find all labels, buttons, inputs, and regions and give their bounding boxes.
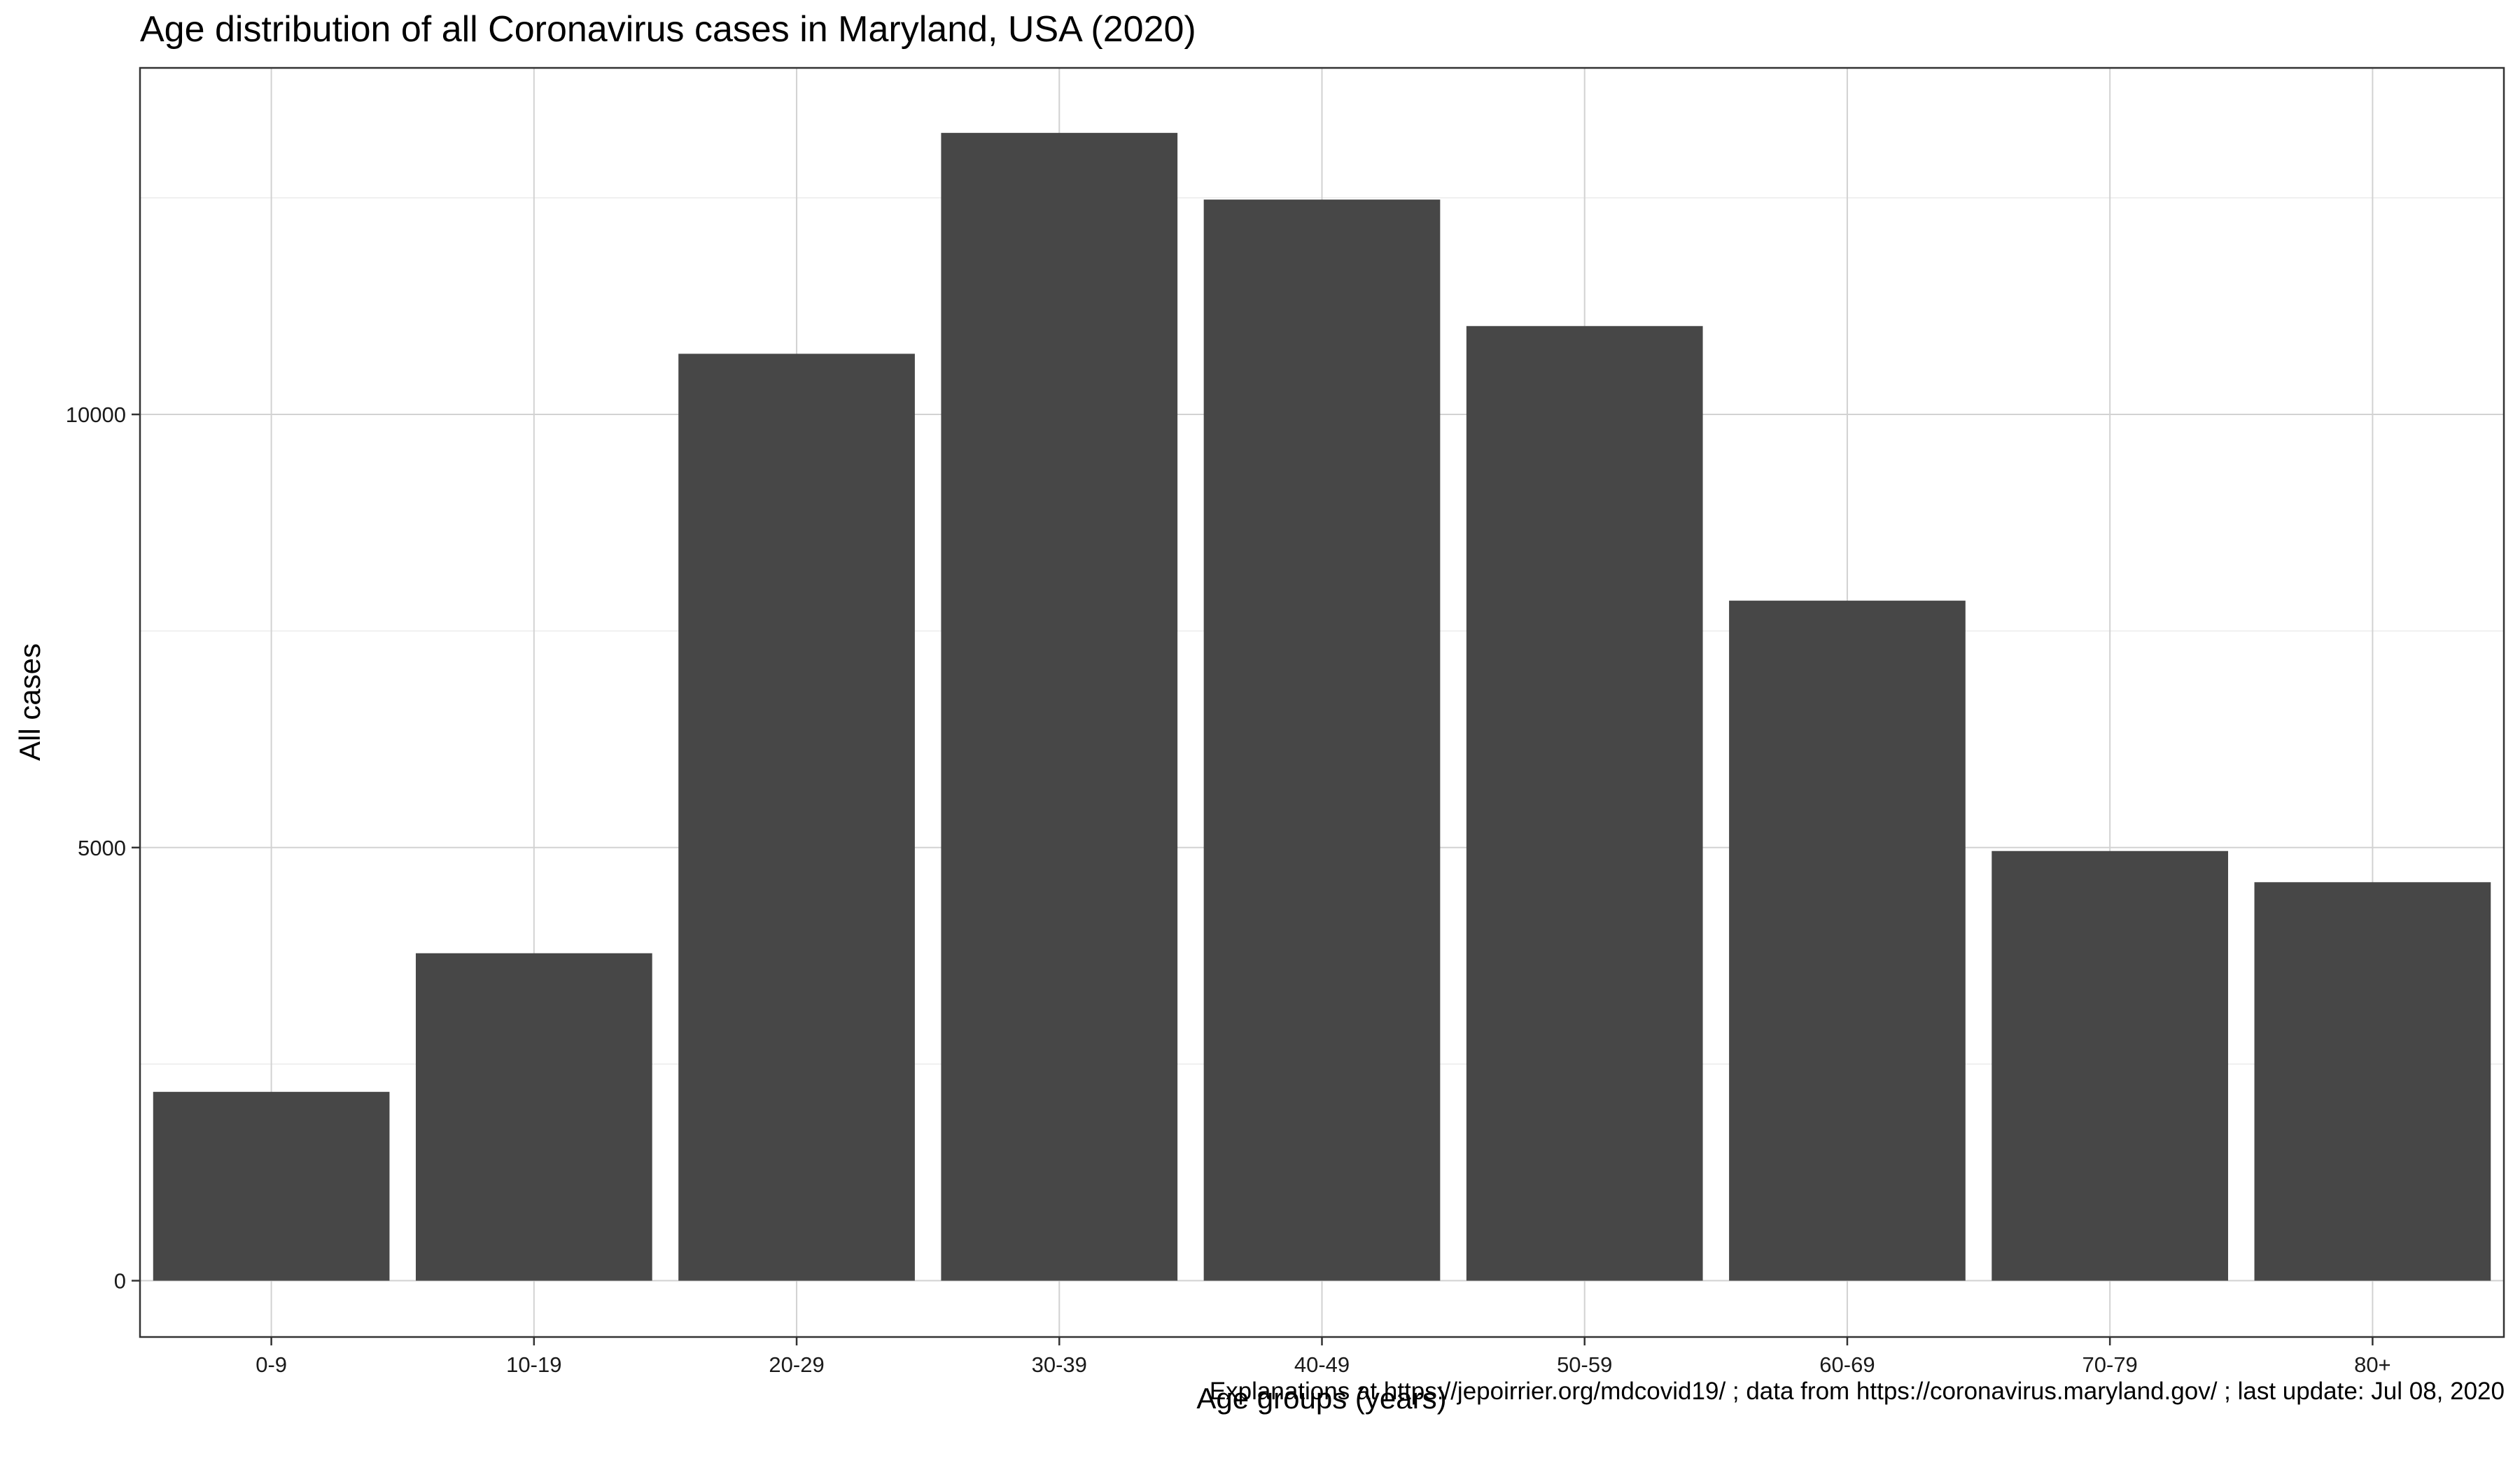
bar-80+ (2254, 882, 2491, 1281)
x-tick-label: 0-9 (255, 1352, 287, 1377)
bar-10-19 (415, 953, 652, 1281)
bars (153, 132, 2491, 1281)
bar-70-79 (1991, 850, 2229, 1281)
x-tick-label: 30-39 (1032, 1352, 1087, 1377)
bar-60-69 (1729, 601, 1966, 1281)
bar-50-59 (1466, 326, 1703, 1281)
bar-0-9 (153, 1091, 390, 1281)
y-tick-label: 0 (114, 1269, 126, 1294)
bar-20-29 (678, 354, 915, 1281)
y-axis: 0 5000 10000 (66, 402, 140, 1294)
x-tick-label: 20-29 (769, 1352, 824, 1377)
y-tick-label: 10000 (66, 402, 126, 427)
x-tick-label: 40-49 (1294, 1352, 1350, 1377)
bar-30-39 (941, 132, 1178, 1281)
x-tick-label: 80+ (2354, 1352, 2391, 1377)
x-tick-label: 70-79 (2082, 1352, 2138, 1377)
x-axis: 0-9 10-19 20-29 30-39 40-49 50-59 60-69 70-79 80… (255, 1337, 2391, 1377)
x-tick-label: 50-59 (1557, 1352, 1612, 1377)
y-tick-label: 5000 (78, 836, 126, 860)
y-axis-title: All cases (13, 643, 46, 761)
chart-title: Age distribution of all Coronavirus case… (140, 9, 1196, 50)
x-tick-label: 10-19 (506, 1352, 561, 1377)
x-axis-title: Age groups (years) (1196, 1382, 1446, 1415)
x-tick-label: 60-69 (1819, 1352, 1875, 1377)
bar-40-49 (1203, 200, 1441, 1281)
chart-caption: Explanations at https://jepoirrier.org/m… (1209, 1378, 2505, 1405)
